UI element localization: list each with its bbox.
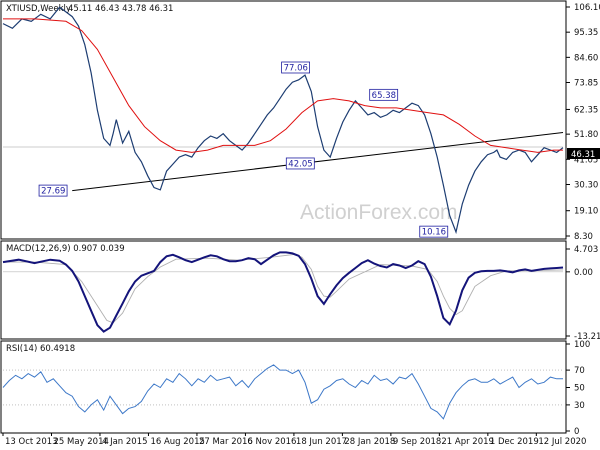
macd-plot-area [2,251,564,333]
time-tick-label: 13 Oct 2013 [5,437,58,447]
time-tick-label: 16 Aug 2015 [150,437,204,447]
rsi-tick-label: 0 [574,427,579,437]
annotation-label: 10.16 [422,228,446,238]
rsi-tick-label: 70 [574,366,585,376]
price-tick-label: 84.60 [574,53,598,63]
annotation-box [285,157,315,170]
price-tick-label: 51.80 [574,130,598,140]
time-tick-label: 4 Jan 2015 [102,437,148,447]
time-tick-label: 6 Nov 2016 [247,437,296,447]
annotation-box [369,88,399,101]
rsi-tick-label: 100 [574,340,590,350]
price-tick-label: 62.35 [574,105,598,115]
watermark: ActionForex.com [300,201,458,224]
rsi-panel: RSI(14) 60.4918 100 70 50 30 0 [0,340,590,437]
time-tick-label: 25 May 2014 [53,437,108,447]
macd-panel-title: MACD(12,26,9) 0.907 0.039 [6,244,125,254]
time-tick-label: 27 Mar 2016 [199,437,253,447]
annotation-box [419,225,449,238]
price-series [2,6,564,235]
trendline [72,132,564,192]
last-price-tag: 46.31 [567,148,600,160]
annotation-box [281,61,310,74]
rsi-series [2,364,563,420]
price-tick-label: 41.05 [574,155,598,165]
rsi-tick-label: 30 [574,401,585,411]
price-ohlc-readout: 45.11 46.43 43.78 46.31 [68,4,173,14]
annotation-label: 42.05 [288,159,312,169]
macd-tick-label: -13.215 [574,332,600,342]
macd-axis: 4.703 0.00 -13.215 [566,245,600,342]
price-tick-label: 73.85 [574,79,598,89]
price-tick-label: 8.30 [574,232,593,242]
time-tick-label: 1 Dec 2019 [490,437,539,447]
annotation-box [38,184,68,197]
rsi-tick-label: 50 [574,384,585,394]
time-tick-label: 12 Jul 2020 [538,437,586,447]
price-axis: 106.10 95.35 84.60 73.85 62.35 51.80 41.05 30.3… [566,3,600,242]
time-tick-label: 9 Sep 2018 [393,437,441,447]
price-panel-title: XTIUSD,Weekly [6,4,71,14]
macd-tick-label: 0.00 [574,268,593,278]
rsi-panel-title: RSI(14) 60.4918 [6,344,75,354]
macd-series [2,251,564,333]
annotation-label: 65.38 [372,91,396,101]
price-annotations: 27.69 77.06 42.05 65.38 10.16 [38,61,449,238]
price-tick-label: 95.35 [574,28,598,38]
macd-panel: MACD(12,26,9) 0.907 0.039 4.703 0.00 -13.2… [0,240,600,342]
time-tick-label: 18 Jun 2017 [296,437,347,447]
annotation-label: 27.69 [41,187,65,197]
moving-average-series [3,18,563,153]
annotation-label: 77.06 [284,63,308,73]
time-tick-label: 28 Jan 2018 [344,437,395,447]
time-tick-label: 21 Apr 2019 [441,437,494,447]
price-tick-label: 30.30 [574,180,598,190]
price-tick-label: 19.10 [574,207,598,217]
price-panel: XTIUSD,Weekly 45.11 46.43 43.78 46.31 Ac… [0,0,600,242]
price-plot-area [2,6,564,235]
rsi-axis: 100 70 50 30 0 [566,340,590,437]
macd-tick-label: 4.703 [574,245,598,255]
last-price-label: 46.31 [571,150,595,160]
price-tick-label: 106.10 [574,3,600,13]
rsi-plot-area [2,364,563,420]
